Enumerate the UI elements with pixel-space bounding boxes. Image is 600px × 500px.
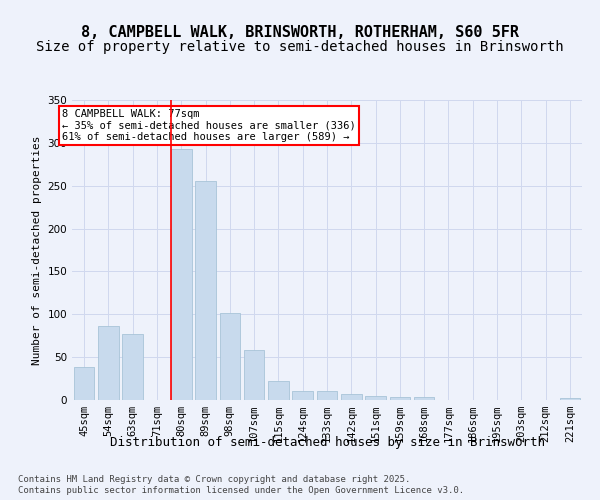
Bar [244, 350, 265, 400]
Y-axis label: Number of semi-detached properties: Number of semi-detached properties [32, 135, 42, 365]
Bar [74, 366, 94, 400]
Bar [317, 392, 337, 400]
Text: Contains HM Land Registry data © Crown copyright and database right 2025.
Contai: Contains HM Land Registry data © Crown c… [18, 476, 464, 494]
Text: 8, CAMPBELL WALK, BRINSWORTH, ROTHERHAM, S60 5FR: 8, CAMPBELL WALK, BRINSWORTH, ROTHERHAM,… [81, 25, 519, 40]
Bar [365, 396, 386, 400]
Bar [195, 180, 216, 400]
Bar [171, 149, 191, 400]
Text: Distribution of semi-detached houses by size in Brinsworth: Distribution of semi-detached houses by … [110, 436, 545, 449]
Bar [292, 390, 313, 400]
Text: 8 CAMPBELL WALK: 77sqm
← 35% of semi-detached houses are smaller (336)
61% of se: 8 CAMPBELL WALK: 77sqm ← 35% of semi-det… [62, 109, 356, 142]
Bar [220, 312, 240, 400]
Bar [341, 394, 362, 400]
Text: Size of property relative to semi-detached houses in Brinsworth: Size of property relative to semi-detach… [36, 40, 564, 54]
Bar [414, 398, 434, 400]
Bar [560, 398, 580, 400]
Bar [389, 396, 410, 400]
Bar [98, 326, 119, 400]
Bar [122, 334, 143, 400]
Bar [268, 381, 289, 400]
